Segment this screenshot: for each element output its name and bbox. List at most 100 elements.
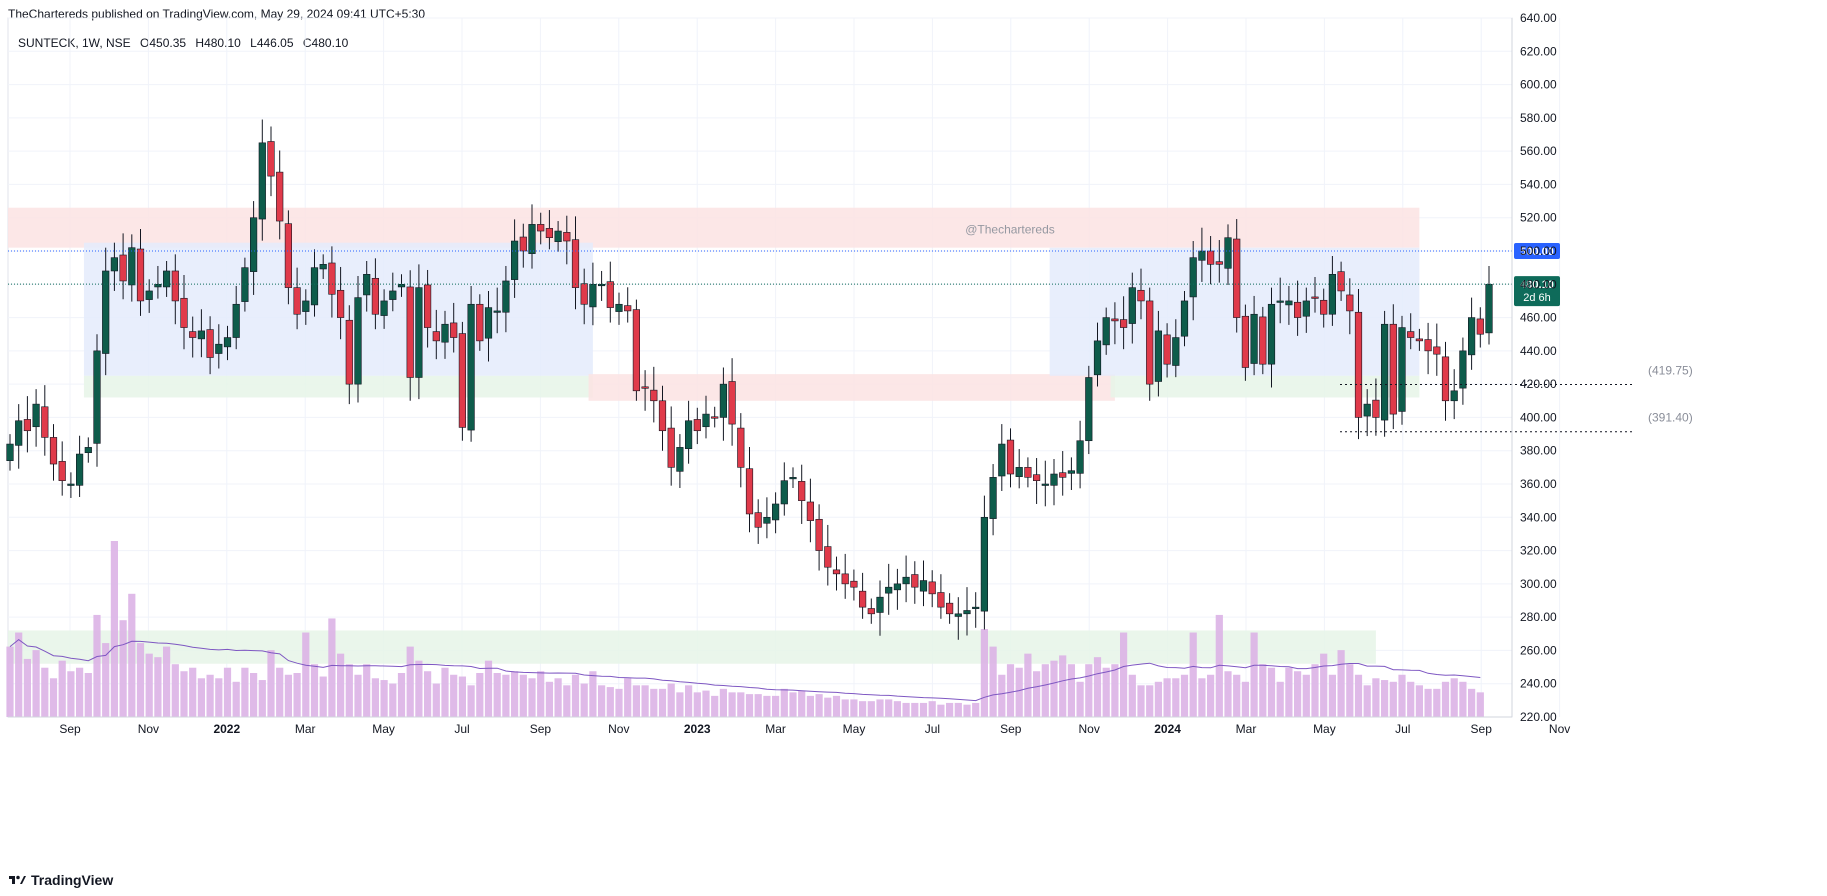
volume-bar — [1050, 660, 1058, 717]
volume-bar — [1102, 667, 1110, 717]
candle-up — [684, 420, 693, 450]
footer-brand: TradingView — [31, 872, 114, 888]
volume-bar — [1241, 681, 1249, 717]
candle-up — [215, 343, 223, 354]
price-tick-label: 600.00 — [1520, 78, 1557, 92]
price-tick-label: 560.00 — [1520, 144, 1557, 158]
volume-bar — [371, 678, 379, 717]
volume-bar — [624, 678, 632, 717]
tradingview-logo-icon — [9, 875, 26, 884]
price-tick-label: 580.00 — [1520, 111, 1557, 125]
candle-up — [250, 217, 258, 272]
candle-down — [336, 289, 345, 318]
time-tick-label: Jul — [925, 722, 940, 736]
candle-down — [1320, 299, 1328, 315]
candle-down — [858, 590, 867, 608]
candle-up — [67, 483, 75, 486]
volume-bar — [328, 618, 336, 717]
zone-red — [588, 374, 1115, 401]
candle-down — [171, 270, 179, 302]
volume-bar — [641, 685, 649, 717]
volume-bar — [1189, 632, 1197, 717]
candle-down — [850, 580, 858, 588]
candle-down — [1033, 474, 1041, 481]
time-tick-label: Sep — [59, 722, 81, 736]
volume-bar — [1294, 671, 1302, 717]
candle-down — [432, 331, 440, 342]
candle-down — [824, 546, 832, 568]
candle-up — [102, 270, 110, 354]
tradingview-footer[interactable]: TradingView — [8, 872, 113, 888]
volume-bar — [1024, 653, 1032, 717]
ohlc-close: C480.10 — [302, 36, 349, 50]
symbol-name[interactable]: SUNTECK, 1W, NSE — [18, 36, 131, 50]
candle-down — [1163, 334, 1171, 365]
candle-up — [389, 290, 397, 300]
volume-bar — [928, 701, 936, 717]
candle-up — [885, 586, 893, 594]
time-tick-label: Mar — [1236, 722, 1257, 736]
candle-up — [554, 230, 562, 242]
price-tick-label: 440.00 — [1520, 344, 1557, 358]
volume-bar — [154, 657, 162, 717]
volume-bar — [780, 688, 788, 717]
volume-bar — [815, 694, 823, 717]
last-price-label: 480.10 — [1520, 279, 1554, 291]
volume-bar — [1120, 632, 1128, 717]
candle-down — [293, 287, 301, 315]
candle-down — [406, 286, 414, 378]
volume-bar — [737, 692, 745, 717]
volume-bar — [1085, 664, 1093, 717]
volume-bar — [1015, 667, 1023, 717]
candle-up — [919, 580, 928, 592]
volume-bar — [337, 653, 345, 717]
volume-bar — [571, 674, 580, 717]
candle-up — [1267, 303, 1276, 365]
candle-up — [354, 297, 362, 385]
volume-bar — [1006, 664, 1015, 717]
candle-down — [798, 481, 806, 501]
candle-up — [980, 516, 988, 612]
candle-down — [650, 389, 658, 402]
volume-bar — [1146, 685, 1154, 717]
candle-down — [1311, 296, 1319, 299]
candle-up — [397, 283, 406, 288]
candle-down — [1207, 250, 1215, 265]
volume-bar — [1346, 664, 1354, 717]
volume-bar — [545, 681, 553, 717]
volume-bar — [832, 695, 841, 717]
volume-bar — [754, 694, 762, 717]
candle-up — [1128, 287, 1136, 324]
volume-bar — [467, 685, 475, 717]
candle-up — [258, 142, 266, 220]
volume-bar — [493, 673, 501, 717]
volume-bar — [258, 680, 266, 717]
volume-bar — [598, 685, 606, 717]
volume-bar — [1067, 664, 1075, 717]
volume-bar — [989, 646, 997, 717]
volume-bar — [1224, 671, 1232, 717]
volume-bar — [110, 541, 118, 717]
volume-bar — [319, 676, 327, 717]
volume-bar — [189, 667, 197, 717]
time-tick-label: Nov — [1549, 722, 1570, 736]
candle-up — [954, 613, 962, 617]
candle-down — [580, 283, 588, 305]
volume-bar — [1441, 681, 1450, 717]
volume-bar — [1111, 664, 1119, 717]
candle-down — [519, 236, 527, 252]
volume-bar — [389, 683, 397, 717]
candle-up — [1154, 330, 1162, 382]
volume-bar — [1128, 674, 1136, 717]
volume-bar — [206, 674, 214, 717]
volume-bar — [1180, 674, 1189, 717]
price-tick-label: 320.00 — [1520, 544, 1557, 558]
candle-up — [893, 583, 901, 591]
volume-bar — [1415, 685, 1423, 717]
candle-down — [815, 518, 823, 551]
volume-bar — [798, 690, 806, 717]
volume-bar — [841, 699, 849, 717]
candle-up — [1459, 350, 1467, 389]
candle-down — [832, 569, 841, 575]
